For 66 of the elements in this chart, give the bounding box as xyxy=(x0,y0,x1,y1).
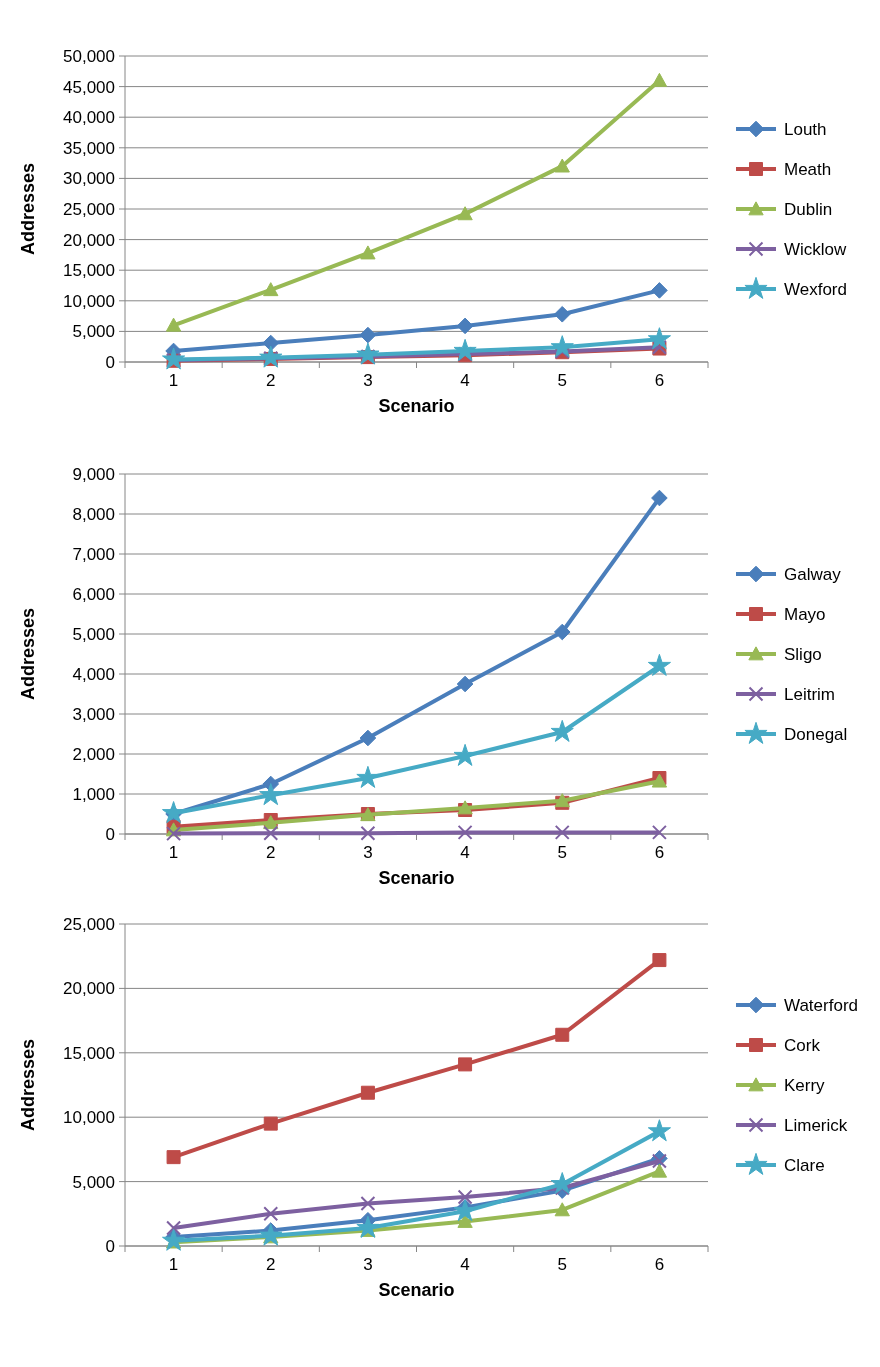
x-tick-label: 5 xyxy=(557,843,567,862)
legend-label: Wicklow xyxy=(784,239,848,259)
legend-label: Limerick xyxy=(784,1115,848,1135)
x-axis-title: Scenario xyxy=(378,868,455,889)
legend-label: Cork xyxy=(784,1035,821,1055)
x-tick-label: 5 xyxy=(557,371,567,390)
x-tick-label: 4 xyxy=(460,371,470,390)
x-tick-label: 4 xyxy=(460,843,470,862)
x-tick-label: 3 xyxy=(363,371,373,390)
x-tick-label: 1 xyxy=(168,371,179,390)
y-tick-label: 25,000 xyxy=(63,199,115,219)
x-tick-label: 3 xyxy=(363,843,373,862)
y-tick-label: 0 xyxy=(105,1236,115,1256)
y-tick-label: 5,000 xyxy=(72,1172,115,1192)
y-tick-label: 0 xyxy=(105,352,115,372)
x-axis-title: Scenario xyxy=(378,1280,455,1301)
y-axis-title: Addresses xyxy=(18,1038,38,1132)
x-tick-label: 6 xyxy=(654,843,665,862)
legend-label: Dublin xyxy=(784,199,833,219)
y-tick-label: 10,000 xyxy=(63,1108,115,1128)
legend-label: Mayo xyxy=(784,604,826,624)
y-tick-label: 50,000 xyxy=(63,46,115,66)
y-tick-label: 4,000 xyxy=(72,664,115,684)
y-axis-title: Addresses xyxy=(18,607,38,701)
y-tick-label: 7,000 xyxy=(72,544,115,564)
legend-label: Leitrim xyxy=(784,684,836,704)
y-tick-label: 15,000 xyxy=(63,1043,115,1063)
y-tick-label: 5,000 xyxy=(72,624,115,644)
legend-label: Kerry xyxy=(784,1075,826,1095)
x-tick-label: 1 xyxy=(168,1255,179,1274)
y-tick-label: 20,000 xyxy=(63,979,115,999)
y-tick-label: 9,000 xyxy=(72,464,115,484)
legend-label: Galway xyxy=(784,564,842,584)
y-tick-label: 20,000 xyxy=(63,230,115,250)
legend-label: Meath xyxy=(784,159,832,179)
legend-label: Wexford xyxy=(784,279,847,299)
legend-label: Waterford xyxy=(784,995,859,1015)
y-tick-label: 2,000 xyxy=(72,744,115,764)
x-tick-label: 5 xyxy=(557,1255,567,1274)
x-tick-label: 4 xyxy=(460,1255,470,1274)
x-tick-label: 2 xyxy=(266,371,276,390)
y-tick-label: 25,000 xyxy=(63,914,115,934)
legend-label: Donegal xyxy=(784,724,848,744)
legend-label: Louth xyxy=(784,119,827,139)
y-tick-label: 35,000 xyxy=(63,138,115,158)
y-tick-label: 3,000 xyxy=(72,704,115,724)
y-tick-label: 30,000 xyxy=(63,169,115,189)
y-tick-label: 45,000 xyxy=(63,77,115,97)
y-tick-label: 5,000 xyxy=(72,322,115,342)
y-tick-label: 10,000 xyxy=(63,291,115,311)
legend-label: Clare xyxy=(784,1155,825,1175)
y-tick-label: 1,000 xyxy=(72,784,115,804)
x-tick-label: 2 xyxy=(266,1255,276,1274)
x-tick-label: 1 xyxy=(168,843,179,862)
y-tick-label: 40,000 xyxy=(63,108,115,128)
y-axis-title: Addresses xyxy=(18,162,38,256)
x-tick-label: 6 xyxy=(654,371,665,390)
x-tick-label: 2 xyxy=(266,843,276,862)
y-tick-label: 15,000 xyxy=(63,261,115,281)
x-axis-title: Scenario xyxy=(378,396,455,417)
x-tick-label: 3 xyxy=(363,1255,373,1274)
y-tick-label: 8,000 xyxy=(72,504,115,524)
y-tick-label: 6,000 xyxy=(72,584,115,604)
y-tick-label: 0 xyxy=(105,824,115,844)
x-tick-label: 6 xyxy=(654,1255,665,1274)
legend-label: Sligo xyxy=(784,644,822,664)
